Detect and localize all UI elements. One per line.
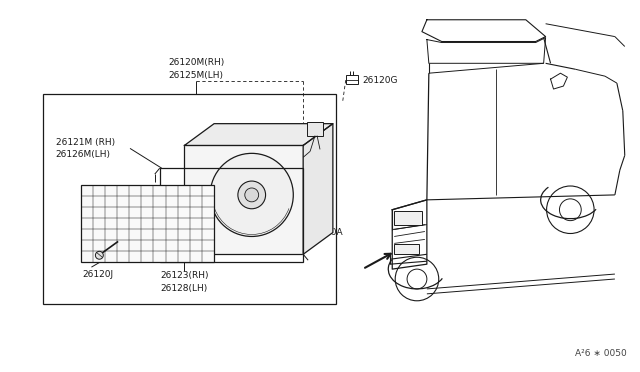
Bar xyxy=(394,244,419,254)
Bar xyxy=(307,122,323,135)
Circle shape xyxy=(210,153,293,237)
Text: A²6 ∗ 0050: A²6 ∗ 0050 xyxy=(575,349,627,358)
Text: 26120G: 26120G xyxy=(362,76,398,84)
Circle shape xyxy=(245,188,259,202)
Bar xyxy=(394,211,422,225)
Text: 26120M(RH)
26125M(LH): 26120M(RH) 26125M(LH) xyxy=(168,58,225,80)
Bar xyxy=(43,94,336,304)
Text: 26121M (RH)
26126M(LH): 26121M (RH) 26126M(LH) xyxy=(56,138,115,159)
Text: 26120A: 26120A xyxy=(308,228,343,237)
Polygon shape xyxy=(303,124,333,254)
Bar xyxy=(160,168,303,262)
Circle shape xyxy=(95,251,103,259)
Text: 26120J: 26120J xyxy=(83,270,114,279)
Bar xyxy=(184,145,303,254)
Circle shape xyxy=(238,181,266,209)
Text: 26123(RH)
26128(LH): 26123(RH) 26128(LH) xyxy=(160,271,209,293)
Bar xyxy=(346,75,358,84)
Polygon shape xyxy=(184,124,333,145)
Bar xyxy=(81,185,214,262)
